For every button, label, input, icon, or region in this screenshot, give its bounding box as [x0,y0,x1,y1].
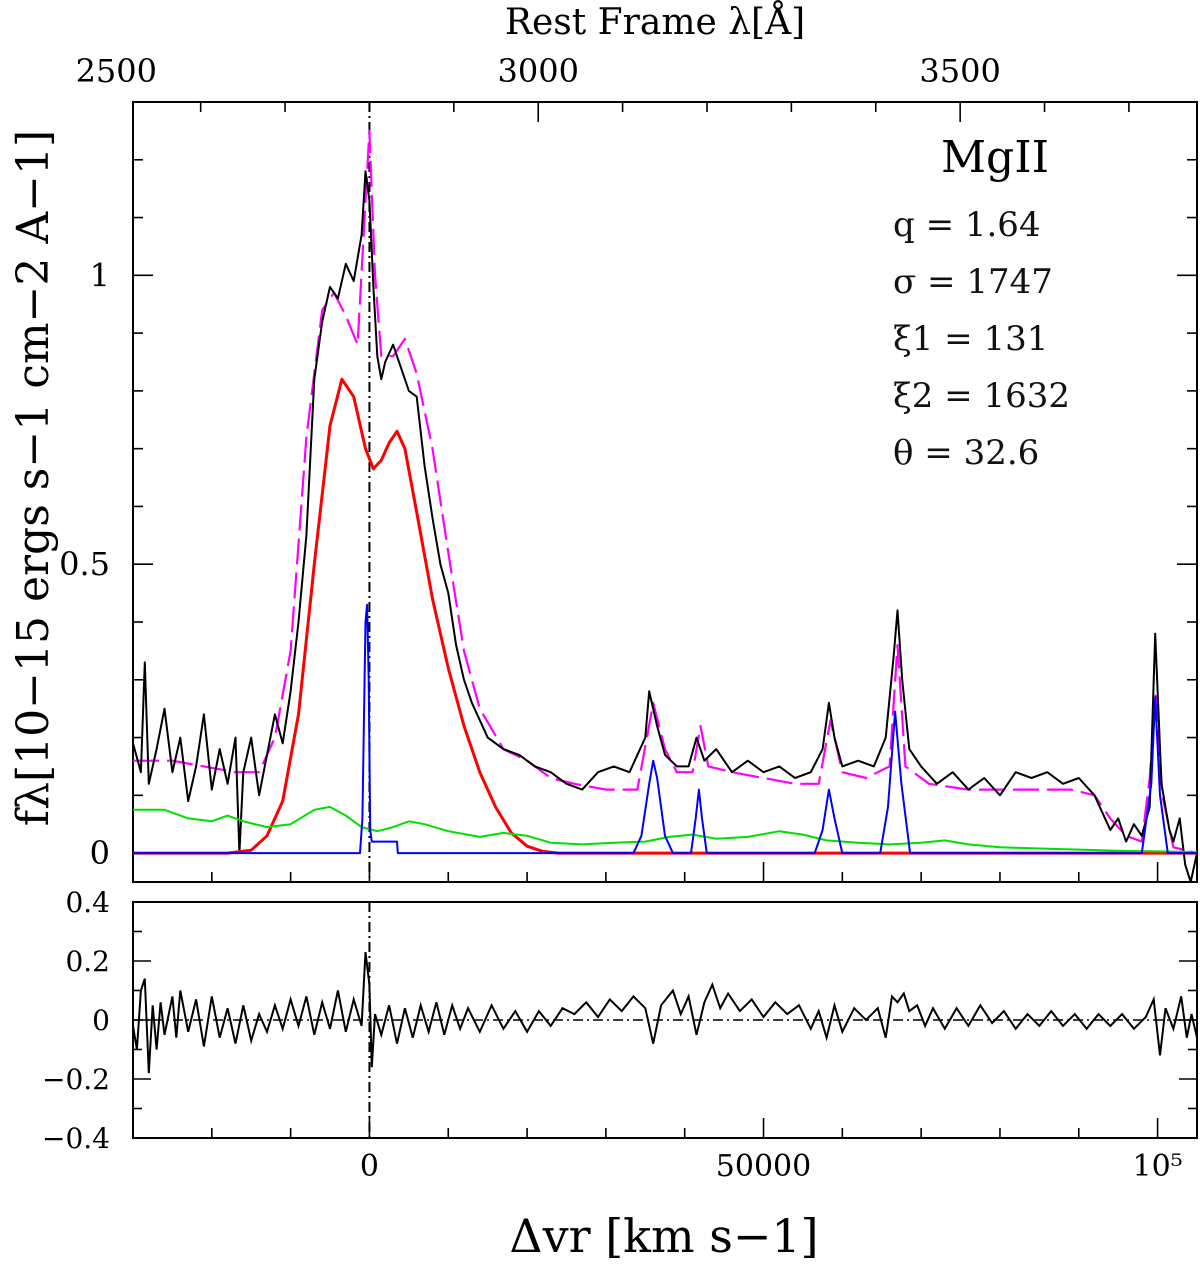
x-tick-label: 50000 [716,1149,811,1184]
x-tick-label: 10⁵ [1132,1149,1182,1184]
y-tick-label: 1 [90,256,110,294]
y-tick-label: 0.2 [65,945,110,978]
fit-parameter-text: σ = 1747 [893,262,1053,302]
iron-template-line [133,805,1197,853]
fit-parameters: MgII q = 1.64 σ = 1747 ξ1 = 131 ξ2 = 1632 θ … [893,132,1070,473]
fit-parameter-text: ξ1 = 131 [893,319,1048,359]
x-tick-label: 0 [360,1149,379,1184]
residual-line [133,951,1197,1074]
top-axis-ticks: 2500 3000 3500 [76,52,1130,122]
model-total-line [133,129,1197,855]
y-axis-label: fλ[10−15 ergs s−1 cm−2 A−1] [8,130,59,826]
top-tick-label: 3500 [919,52,1000,90]
lower-panel: 0 50000 10⁵ −0.4 −0.2 0 0.2 0.4 [42,886,1198,1184]
y-tick-label: −0.4 [42,1122,110,1155]
y-tick-label: 0 [90,834,110,872]
y-tick-label: −0.2 [42,1063,110,1096]
y-tick-label: 0.4 [65,886,110,919]
x-axis-label: Δvr [km s−1] [509,1209,818,1263]
top-tick-label: 2500 [76,52,157,90]
narrow-lines-component [133,603,1197,855]
observed-spectrum-line [133,170,1197,882]
top-axis-label: Rest Frame λ[Å] [505,1,805,43]
annotation-title: MgII [941,132,1049,183]
y-tick-label: 0.5 [59,545,110,583]
fit-parameter-text: q = 1.64 [893,205,1041,245]
fit-parameter-text: θ = 32.6 [893,433,1039,473]
upper-panel: 00.51 [59,101,1198,883]
broad-line-component [133,377,1197,855]
top-tick-label: 3000 [497,52,578,90]
y-tick-label: 0 [92,1004,110,1037]
fit-parameter-text: ξ2 = 1632 [893,376,1070,416]
upper-panel-frame [132,101,1198,883]
